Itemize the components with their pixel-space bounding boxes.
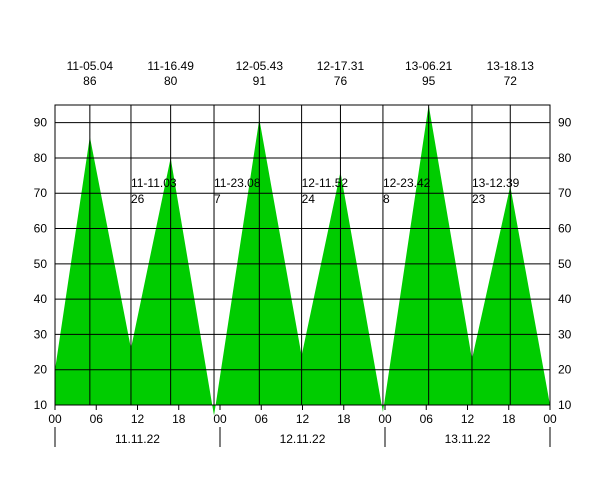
y-tick-right: 90 [558,116,572,130]
x-tick: 18 [337,412,351,426]
x-tick: 18 [502,412,516,426]
trough-value: 7 [214,192,221,206]
y-tick-left: 10 [34,398,48,412]
day-label: 11.11.22 [115,432,160,446]
peak-time: 13-06.21 [405,59,453,73]
peak-time: 11-16.49 [147,59,194,73]
trough-time: 12-11.52 [302,176,349,190]
peak-value: 86 [83,74,97,88]
chart-svg: 10 10 20 20 30 30 40 40 50 50 60 60 70 70 80 80 90 90 00 06… [0,0,600,500]
x-tick: 18 [172,412,186,426]
day-label: 13.11.22 [445,432,491,446]
y-tick-left: 70 [34,186,48,200]
peak-time: 12-17.31 [317,59,365,73]
y-tick-right: 70 [558,186,572,200]
trough-value: 24 [302,192,316,206]
y-tick-right: 30 [558,327,572,341]
peak-time: 13-18.13 [487,59,535,73]
peak-time: 11-05.04 [67,59,114,73]
x-tick: 06 [255,412,269,426]
day-label: 12.11.22 [280,432,326,446]
x-tick: 00 [543,412,557,426]
y-tick-right: 50 [558,257,572,271]
y-tick-right: 80 [558,151,572,165]
x-tick: 06 [90,412,104,426]
y-tick-left: 20 [34,363,48,377]
peak-value: 95 [422,74,436,88]
x-tick: 12 [131,412,145,426]
x-tick: 06 [420,412,434,426]
peak-value: 76 [334,74,348,88]
x-tick: 00 [48,412,62,426]
trough-time: 13-12.39 [472,176,520,190]
trough-time: 11-23.08 [214,176,261,190]
y-tick-right: 10 [558,398,572,412]
y-tick-left: 90 [34,116,48,130]
y-tick-left: 50 [34,257,48,271]
trough-value: 23 [472,192,486,206]
y-tick-right: 20 [558,363,572,377]
y-tick-right: 40 [558,292,572,306]
x-tick: 00 [213,412,227,426]
y-tick-left: 80 [34,151,48,165]
x-tick: 12 [461,412,475,426]
x-tick: 12 [296,412,310,426]
peak-time: 12-05.43 [236,59,284,73]
trough-value: 26 [131,192,145,206]
trough-time: 12-23.42 [383,176,431,190]
trough-time: 11-11.03 [131,176,177,190]
y-tick-left: 60 [34,222,48,236]
peak-value: 91 [253,74,267,88]
trough-value: 8 [383,192,390,206]
x-tick: 00 [378,412,392,426]
y-tick-left: 30 [34,327,48,341]
tide-chart: 10 10 20 20 30 30 40 40 50 50 60 60 70 70 80 80 90 90 00 06… [0,0,600,500]
peak-value: 72 [504,74,518,88]
peak-value: 80 [164,74,178,88]
y-tick-left: 40 [34,292,48,306]
y-tick-right: 60 [558,222,572,236]
